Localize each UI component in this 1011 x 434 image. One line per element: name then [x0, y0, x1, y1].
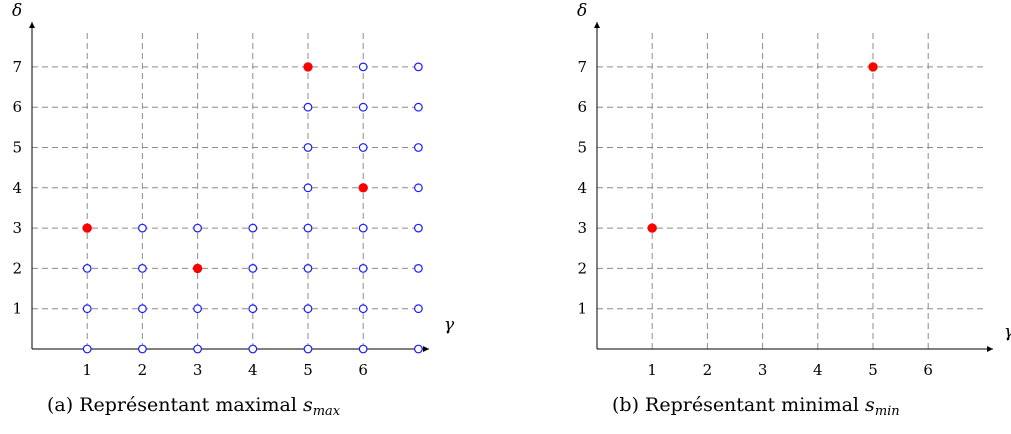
- caption-a-sub: max: [312, 404, 341, 419]
- y-axis-arrow: [29, 22, 35, 28]
- open-point-7-0: [414, 344, 423, 354]
- open-point-2-0: [137, 344, 147, 354]
- filled-point-3-2: [192, 263, 203, 274]
- x-axis-arrow: [987, 346, 993, 352]
- x-axis-label: γ: [444, 315, 455, 335]
- open-point-6-5: [358, 143, 368, 152]
- y-tick-label-2: 2: [577, 259, 587, 277]
- x-axis-label: γ: [1004, 322, 1011, 342]
- y-tick-label-4: 4: [577, 179, 587, 197]
- open-point-4-1: [248, 304, 258, 314]
- x-tick-label-1: 1: [82, 361, 92, 379]
- open-point-7-4: [414, 183, 423, 193]
- open-point-6-3: [358, 223, 368, 233]
- open-point-7-2: [414, 264, 423, 273]
- open-point-5-0: [303, 344, 313, 354]
- open-point-6-2: [358, 264, 368, 273]
- y-tick-label-4: 4: [12, 179, 22, 197]
- open-point-5-3: [303, 223, 313, 233]
- y-tick-label-1: 1: [577, 300, 587, 318]
- open-point-7-1: [414, 304, 423, 314]
- x-tick-label-1: 1: [647, 361, 657, 379]
- x-tick-label-6: 6: [923, 361, 933, 379]
- open-point-1-1: [82, 304, 92, 314]
- open-point-4-0: [248, 344, 258, 354]
- x-tick-label-4: 4: [813, 361, 823, 379]
- open-point-5-5: [303, 143, 313, 152]
- y-tick-label-7: 7: [12, 58, 22, 76]
- chart-panel-b: 1 2 3 4 5 6 1 2 3 4 5 6 7 δ γ: [577, 1, 1011, 379]
- x-tick-label-5: 5: [303, 361, 313, 379]
- open-point-5-4: [303, 183, 313, 193]
- x-tick-label-6: 6: [358, 361, 368, 379]
- x-tick-label-5: 5: [868, 361, 878, 379]
- y-axis-arrow: [594, 22, 600, 28]
- y-tick-label-5: 5: [12, 139, 22, 157]
- open-point-6-7: [358, 62, 368, 72]
- open-point-4-3: [248, 223, 258, 233]
- y-tick-label-2: 2: [12, 259, 22, 277]
- open-point-2-1: [137, 304, 147, 314]
- open-point-2-2: [137, 264, 147, 273]
- open-point-6-1: [358, 304, 368, 314]
- open-point-5-2: [303, 264, 313, 273]
- caption-b: (b) Représentant minimal smin: [612, 394, 900, 419]
- open-point-5-6: [303, 102, 313, 112]
- y-tick-label-3: 3: [12, 219, 22, 237]
- caption-a-var: s: [302, 394, 313, 416]
- caption-b-var: s: [865, 394, 875, 416]
- open-point-6-6: [358, 102, 368, 112]
- x-tick-label-4: 4: [248, 361, 258, 379]
- open-point-7-3: [414, 223, 423, 233]
- open-point-1-0: [82, 344, 92, 354]
- y-tick-label-5: 5: [577, 139, 587, 157]
- x-tick-label-2: 2: [703, 361, 713, 379]
- open-point-3-0: [193, 344, 203, 354]
- x-tick-label-2: 2: [138, 361, 148, 379]
- filled-point-5-7: [303, 62, 313, 72]
- y-tick-label-6: 6: [577, 98, 587, 116]
- x-axis-arrow: [423, 346, 429, 352]
- open-point-6-0: [358, 344, 368, 354]
- x-tick-label-3: 3: [758, 361, 768, 379]
- caption-a: (a) Représentant maximal smax: [47, 394, 340, 419]
- caption-a-text: (a) Représentant maximal: [47, 394, 297, 416]
- y-tick-label-1: 1: [12, 300, 22, 318]
- open-point-5-1: [303, 304, 313, 314]
- open-point-3-1: [193, 304, 203, 314]
- caption-b-text: (b) Représentant minimal: [612, 394, 859, 416]
- open-point-7-7: [414, 62, 423, 72]
- open-point-4-2: [248, 264, 258, 273]
- y-tick-label-6: 6: [12, 98, 22, 116]
- filled-point-5-7: [868, 62, 878, 72]
- y-axis-label: δ: [12, 1, 22, 21]
- open-point-1-2: [82, 264, 92, 273]
- open-point-7-5: [414, 143, 423, 152]
- open-point-3-3: [193, 223, 203, 233]
- caption-b-sub: min: [874, 404, 900, 419]
- y-tick-label-7: 7: [577, 58, 587, 76]
- filled-point-1-3: [647, 223, 657, 233]
- x-tick-label-3: 3: [193, 361, 203, 379]
- filled-point-1-3: [82, 223, 92, 233]
- filled-point-6-4: [358, 183, 368, 193]
- open-point-7-6: [414, 102, 423, 112]
- chart-panel-a: 1 2 3 4 5 6 1 2 3 4 5 6 7 δ γ: [12, 1, 455, 379]
- y-tick-label-3: 3: [577, 219, 587, 237]
- y-axis-label: δ: [577, 1, 587, 21]
- open-point-2-3: [137, 223, 147, 233]
